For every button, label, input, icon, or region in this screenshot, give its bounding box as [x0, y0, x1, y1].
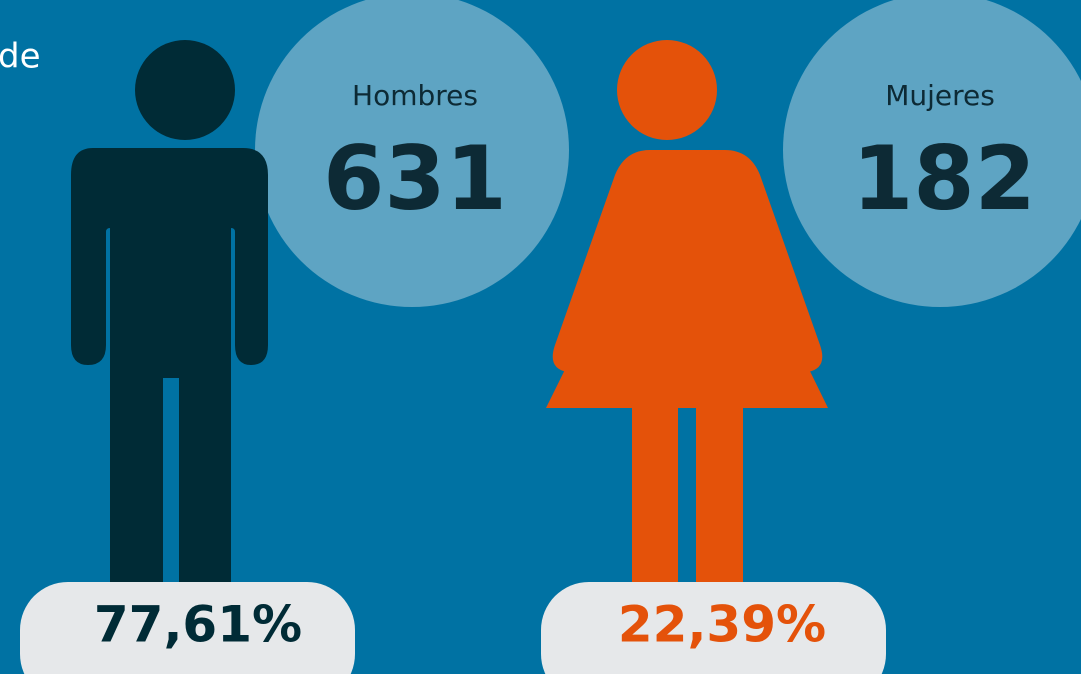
- percent-pill: [541, 582, 886, 674]
- group-count: 631: [323, 127, 507, 230]
- group-count: 182: [852, 127, 1036, 230]
- woman-icon: [546, 40, 828, 590]
- group-percent: 22,39%: [618, 596, 826, 654]
- group-percent: 77,61%: [94, 596, 302, 654]
- intro-text: de: [0, 37, 41, 77]
- group-label: Mujeres: [885, 79, 995, 112]
- group-label: Hombres: [352, 79, 478, 112]
- percent-pill: [20, 582, 355, 674]
- man-icon: [71, 40, 268, 590]
- bubble: [255, 0, 569, 307]
- bubble: [783, 0, 1081, 307]
